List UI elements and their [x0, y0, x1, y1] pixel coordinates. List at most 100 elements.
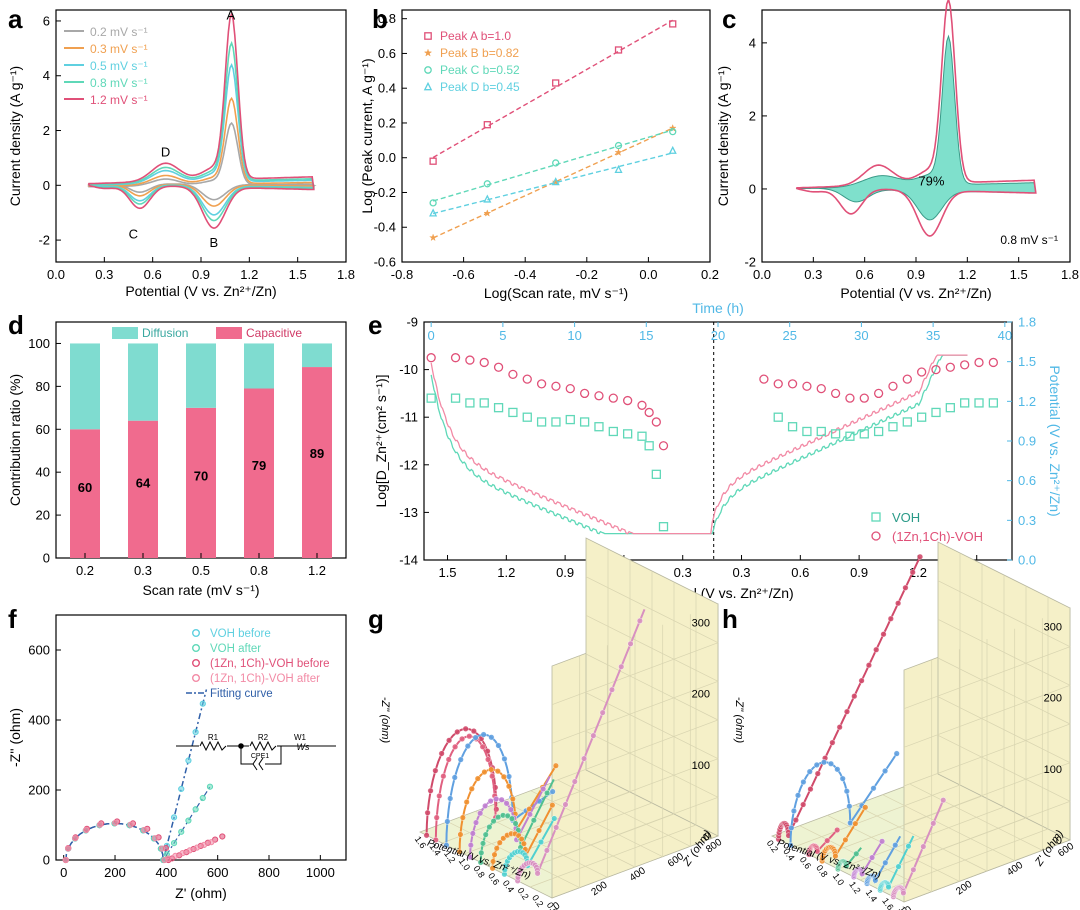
ph-nyquist-point [827, 760, 834, 767]
panel-e-point [845, 393, 855, 403]
panel-d-bar-capacitive [128, 420, 158, 558]
panel-f-point [96, 821, 103, 828]
panel-b-point [614, 46, 623, 54]
pg-nyquist-point [456, 848, 463, 855]
panel-e-xtick-label: 1.2 [497, 565, 515, 580]
panel-e-point [802, 426, 812, 437]
panel-e-xtick-top-label: 10 [567, 328, 581, 343]
panel-f-xtick-label: 200 [104, 865, 126, 880]
panel-e-point [816, 383, 826, 394]
panel-e-ytick-right-label: 1.5 [1018, 354, 1036, 369]
panel-b-point [483, 121, 491, 129]
pg-nyquist-point [507, 806, 514, 813]
panel-e-point [594, 391, 604, 401]
pg-nyquist-point [488, 734, 495, 741]
panel-e-point [859, 429, 869, 439]
panel-e-point [974, 398, 984, 408]
panel-f-legend-label: (1Zn, 1Ch)-VOH before [210, 658, 330, 670]
panel-d-xtick-label: 0.5 [192, 563, 210, 578]
panel-e-point [479, 357, 489, 368]
panel-e-point [551, 417, 561, 427]
pg-nyquist-point [432, 767, 439, 774]
panel-b-ytick-label: -0.4 [374, 220, 396, 235]
panel-c-xtick-label: 1.8 [1061, 267, 1079, 282]
ph-nyquist-point [843, 788, 850, 795]
ph-nyquist-point [893, 750, 900, 757]
panel-b-point [669, 128, 677, 136]
panel-c: 0.0 0.3 0.6 0.9 1.2 1.5 1.8 -2 0 2 4 79% 0.8 mV s⁻¹ P… [715, 0, 1079, 301]
ph-nyquist-point [843, 708, 850, 715]
panel-d-bar-diffusion [302, 343, 332, 368]
pg-nyquist-point [445, 756, 452, 763]
panel-e-point [536, 417, 547, 427]
panel-c-xtick-label: 1.5 [1010, 267, 1028, 282]
panel-c-ytick-label: 2 [749, 108, 756, 123]
pg-grid [551, 614, 719, 744]
panel-e-xtick-label: 0.9 [556, 565, 574, 580]
panel-d-bar-diffusion [128, 343, 158, 421]
pg-nyquist-point [534, 870, 541, 877]
panel-b-point [483, 194, 492, 203]
panel-a-ytick-label: 6 [43, 13, 50, 28]
panel-f-ytick-label: 200 [28, 783, 50, 798]
panel-b-ytick-label: 0.8 [378, 11, 396, 26]
panel-c-xtick-label: 0.0 [753, 267, 771, 282]
panel-f-circuit-label: R2 [258, 733, 269, 742]
panel-e-point [465, 398, 475, 408]
panel-letter-f: f [8, 604, 17, 634]
panel-e-point [931, 407, 941, 418]
ph-nyquist-point [846, 803, 853, 810]
pg-nyquist-point [526, 811, 533, 818]
panel-e-point [773, 412, 783, 422]
panel-b-point [551, 177, 560, 186]
panel-f-legend-label: Fitting curve [210, 688, 273, 700]
panel-d-bar-capacitive [302, 367, 332, 558]
pg-nyquist-point [488, 766, 495, 773]
panel-e-ytick-right-label: 1.2 [1018, 394, 1036, 409]
panel-e-legend-label: VOH [892, 510, 920, 525]
pg-nyquist-point [472, 734, 479, 741]
panel-a-xtick-label: 0.6 [144, 267, 162, 282]
panel-e-point [508, 369, 518, 380]
pg-nyquist-point [490, 818, 497, 825]
panel-f-point [185, 817, 192, 824]
panel-b-ytick-label: 0.6 [378, 46, 396, 61]
ph-ztick-label: 100 [1044, 764, 1062, 776]
panel-letter-h: h [722, 604, 738, 634]
pg-nyquist-point [627, 640, 634, 647]
panel-e-point [565, 383, 575, 394]
panel-e-point [916, 412, 927, 422]
panel-a-ytick-label: 4 [43, 68, 50, 83]
panel-f-xtick-label: 1000 [306, 865, 335, 880]
pg-xtick-label: 0.4 [501, 878, 516, 894]
panel-e-point [988, 357, 999, 368]
panel-f-point [159, 845, 166, 852]
panel-letter-g: g [368, 604, 384, 634]
pg-nyquist-point [549, 802, 556, 809]
panel-a-peak-label-d: D [161, 145, 170, 160]
ph-nyquist-point [895, 863, 902, 870]
panel-b-legend-marker [424, 32, 432, 40]
panel-f-ytick-label: 0 [43, 853, 50, 868]
panel-letter-e: e [368, 310, 382, 340]
panel-a-xtick-label: 1.8 [337, 267, 355, 282]
pg-xtick-label: 0.2 [515, 886, 530, 902]
pg-nyquist-point [618, 663, 625, 670]
panel-e-xtick-top-label: 15 [639, 328, 653, 343]
panel-b-ylabel: Log (Peak current, A g⁻¹) [359, 58, 375, 213]
panel-e-voltage-curve-voh [430, 354, 968, 535]
pg-nyquist-point [479, 743, 486, 750]
panel-d-legend-label: Diffusion [142, 326, 188, 340]
panel-b-point [614, 148, 623, 156]
pg-nyquist-point [447, 795, 454, 802]
panel-a-legend-label: 1.2 mV s⁻¹ [90, 93, 148, 107]
pg-nyquist-point [504, 812, 511, 819]
panel-e-point [450, 353, 461, 363]
ph-xtick-label: 1.8 [897, 904, 912, 910]
ph-nyquist-point [892, 842, 899, 849]
panel-e-ytick-right-label: 0.9 [1018, 434, 1036, 449]
panel-d-xtick-label: 0.2 [76, 563, 94, 578]
panel-e-xtick-top-label: 25 [782, 328, 796, 343]
ph-nyquist-point [792, 817, 799, 824]
panel-b-point [429, 199, 437, 207]
